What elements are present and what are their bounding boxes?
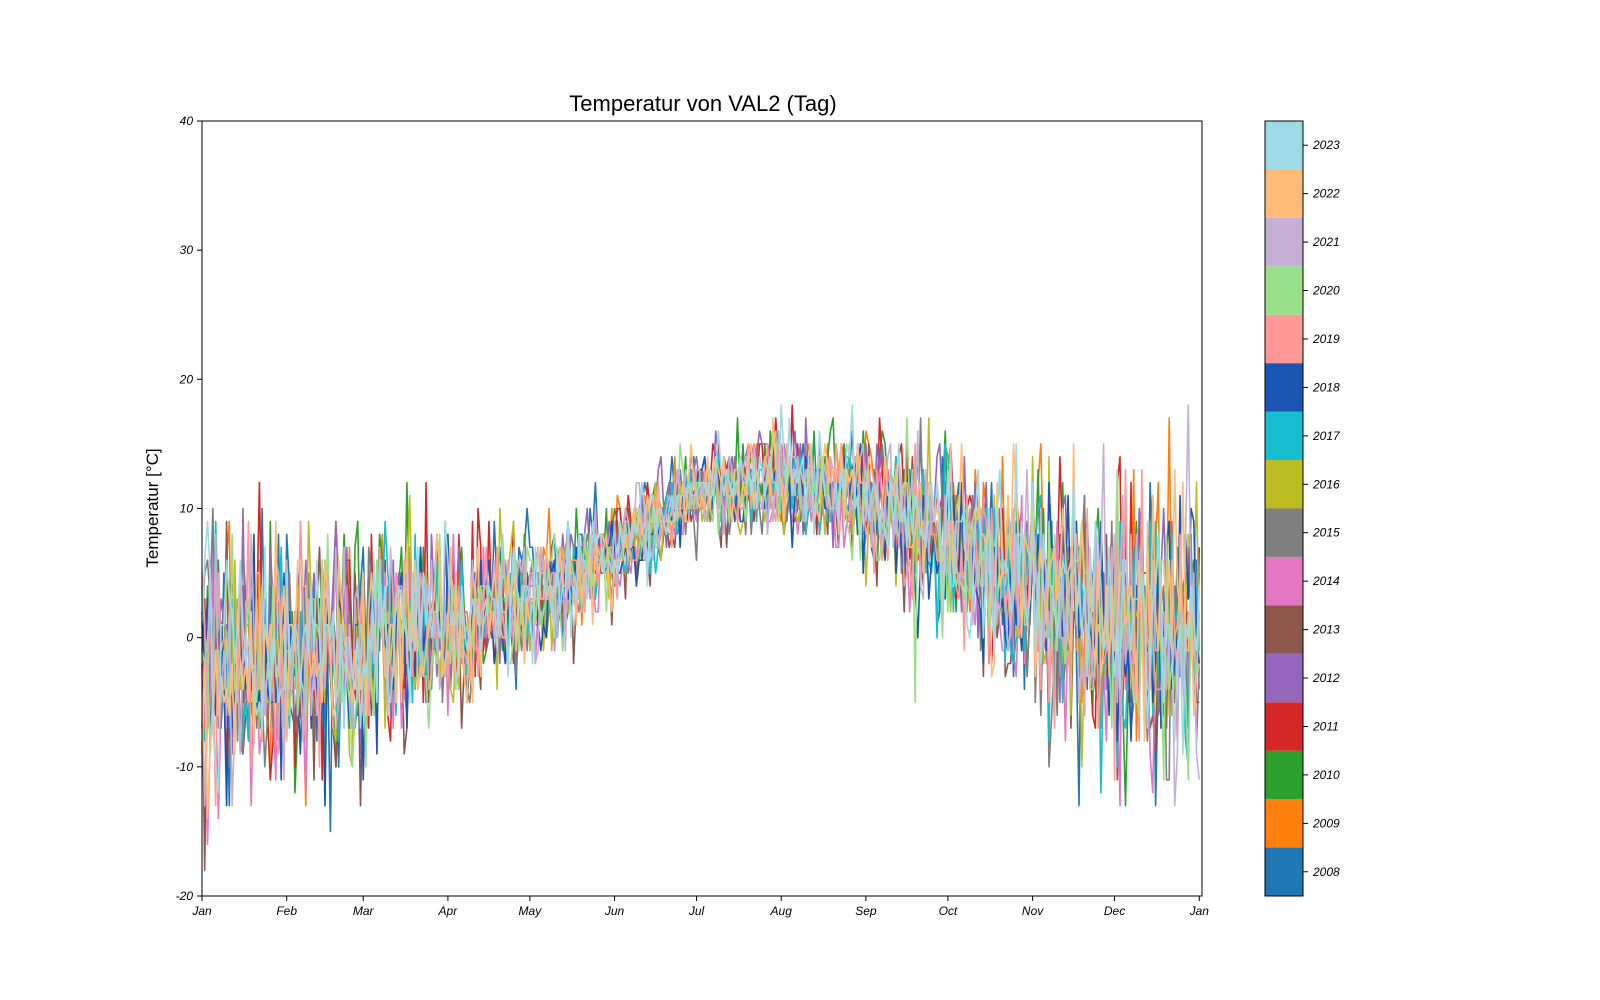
colorbar-label: 2023 (1312, 138, 1340, 152)
colorbar-segment-2011 (1265, 702, 1303, 751)
x-tick-label: Jan (1189, 904, 1210, 918)
colorbar-label: 2010 (1312, 768, 1340, 782)
colorbar-segment-2010 (1265, 750, 1303, 800)
colorbar-segment-2017 (1265, 411, 1303, 461)
colorbar-label: 2020 (1312, 284, 1340, 298)
y-tick-label: 20 (179, 372, 194, 386)
colorbar-segment-2014 (1265, 556, 1303, 606)
y-tick-label: -10 (176, 760, 194, 774)
colorbar-segment-2009 (1265, 799, 1303, 848)
x-tick-label: Jul (688, 904, 705, 918)
colorbar-segment-2022 (1265, 169, 1303, 218)
x-tick-label: Sep (855, 904, 877, 918)
colorbar-label: 2022 (1312, 187, 1340, 201)
x-tick-label: Mar (353, 904, 375, 918)
colorbar-segment-2021 (1265, 217, 1303, 267)
x-tick-label: Apr (438, 904, 459, 918)
x-tick-label: Aug (770, 904, 793, 918)
y-tick-label: -20 (176, 889, 194, 903)
year-colorbar: 2008 2009 2010 2011 2012 2013 2014 2015 2016 2017… (1264, 120, 1341, 897)
x-tick-label: Jan (191, 904, 212, 918)
colorbar-label: 2012 (1312, 671, 1340, 685)
colorbar-label: 2008 (1312, 865, 1340, 879)
y-tick-label: 30 (180, 243, 194, 257)
x-tick-label: Jun (604, 904, 625, 918)
colorbar-segment-2008 (1265, 847, 1303, 896)
colorbar-label: 2016 (1312, 477, 1340, 491)
x-tick-label: Oct (939, 904, 958, 918)
colorbar-label: 2018 (1312, 380, 1340, 394)
colorbar-segment-2020 (1265, 266, 1303, 315)
y-tick-label: 40 (180, 114, 194, 128)
colorbar-label: 2019 (1312, 332, 1340, 346)
colorbar-segment-2018 (1265, 363, 1303, 412)
plot-lines (201, 404, 1201, 872)
colorbar-label: 2015 (1312, 526, 1340, 540)
colorbar-segment-2015 (1265, 508, 1303, 557)
colorbar-label: 2011 (1312, 719, 1339, 733)
y-tick-label: 0 (186, 631, 193, 645)
x-axis: Jan Feb Mar Apr May Jun Jul Aug Sep Oct Nov Dec Jan (191, 896, 1209, 918)
colorbar-label: 2014 (1312, 574, 1340, 588)
colorbar-label: 2013 (1312, 623, 1340, 637)
colorbar-label: 2009 (1312, 816, 1340, 830)
colorbar-label: 2017 (1312, 429, 1341, 443)
colorbar-frame (1264, 120, 1304, 897)
x-tick-label: Dec (1104, 904, 1125, 918)
y-axis-label: Temperatur [°C] (143, 448, 162, 567)
x-tick-label: Nov (1022, 904, 1044, 918)
x-tick-label: Feb (276, 904, 297, 918)
colorbar-segment-2016 (1265, 460, 1303, 509)
chart-title: Temperatur von VAL2 (Tag) (569, 91, 836, 116)
series-line-2023 (201, 404, 1201, 794)
y-axis: -20 -10 0 10 20 30 40 (176, 114, 202, 903)
colorbar-segment-2012 (1265, 653, 1303, 703)
colorbar-segment-2019 (1265, 314, 1303, 364)
x-tick-label: May (519, 904, 543, 918)
colorbar-segment-2013 (1265, 605, 1303, 654)
colorbar-label: 2021 (1312, 235, 1340, 249)
colorbar-segment-2023 (1265, 121, 1303, 170)
y-tick-label: 10 (180, 502, 194, 516)
